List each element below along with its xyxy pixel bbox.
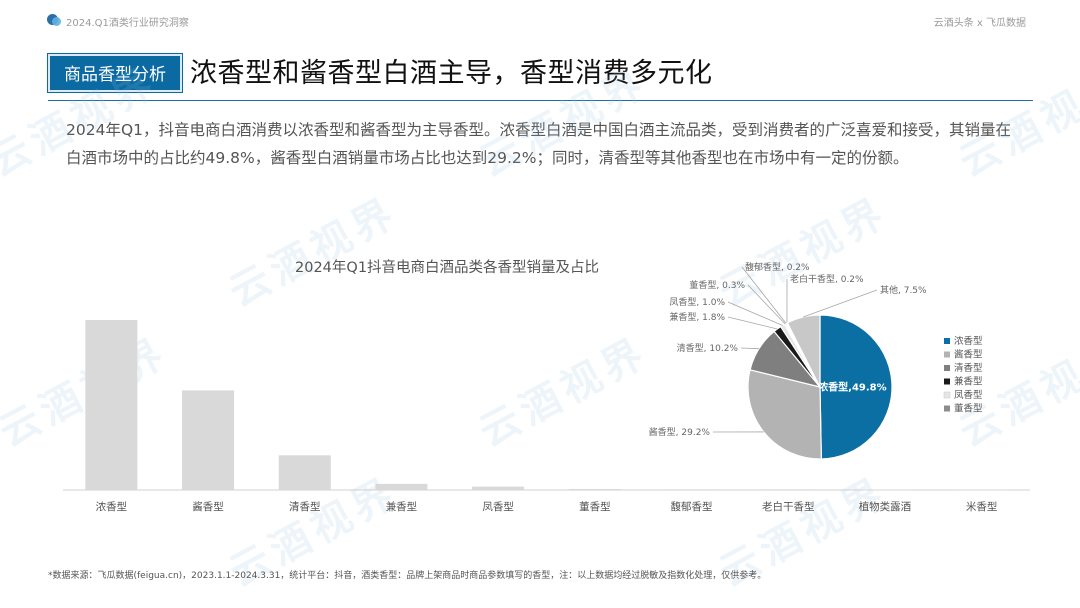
legend-label: 董香型 xyxy=(954,403,983,415)
x-tick-label: 兼香型 xyxy=(386,500,418,513)
bar xyxy=(762,489,815,490)
bar-chart: 浓香型 酱香型 清香型 兼香型 凤香型 董香型 馥郁香型 老白干香型 植物类露酒 米香型 xyxy=(63,320,1030,513)
bar xyxy=(85,320,138,490)
description-text: 2024年Q1，抖音电商白酒消费以浓香型和酱香型为主导香型。浓香型白酒是中国白酒… xyxy=(66,121,1012,167)
bar xyxy=(182,390,235,490)
legend-swatch xyxy=(944,365,950,371)
legend-label: 酱香型 xyxy=(954,349,983,361)
pie-data-label: 兼香型, 1.8% xyxy=(669,311,725,323)
bar xyxy=(858,489,911,491)
x-tick-label: 董香型 xyxy=(579,500,611,513)
bar xyxy=(472,486,525,490)
pie-slice xyxy=(819,314,893,460)
footnote: *数据来源：飞瓜数据(feigua.cn)，2023.1.1-2024.3.31… xyxy=(48,571,767,581)
bar xyxy=(278,455,331,490)
pie-data-label: 馥郁香型, 0.2% xyxy=(745,261,810,273)
pie-leader-line xyxy=(740,347,760,350)
legend-label: 凤香型 xyxy=(954,390,983,401)
x-tick-label: 浓香型 xyxy=(96,500,128,513)
pie-chart: 浓香型,49.8% 酱香型, 29.2% 清香型, 10.2% 兼香型, 1.8% 凤香… xyxy=(649,261,927,460)
pie-data-label: 清香型, 10.2% xyxy=(677,342,739,354)
x-tick-label: 清香型 xyxy=(289,500,321,513)
pie-slice xyxy=(786,314,821,388)
x-tick-label: 酱香型 xyxy=(192,500,224,513)
x-tick-label: 老白干香型 xyxy=(762,500,815,513)
pie-data-label: 浓香型,49.8% xyxy=(818,381,887,394)
pie-leader-line xyxy=(803,289,878,318)
logo-icon xyxy=(47,14,61,28)
bar xyxy=(665,489,718,490)
pie-data-label: 老白干香型, 0.2% xyxy=(790,273,864,285)
header-bar: 2024.Q1酒类行业研究洞察 云酒头条 x 飞瓜数据 xyxy=(0,0,1080,40)
pie-leader-line xyxy=(727,301,783,326)
bar xyxy=(955,489,1008,491)
pie-data-label: 董香型, 0.3% xyxy=(689,279,745,291)
section-tag: 商品香型分析 xyxy=(47,53,183,93)
report-title: 2024.Q1酒类行业研究洞察 xyxy=(66,18,189,29)
x-tick-label: 凤香型 xyxy=(482,500,514,513)
brand-label: 云酒头条 x 飞瓜数据 xyxy=(933,18,1026,29)
pie-data-label: 其他, 7.5% xyxy=(880,284,927,296)
x-tick-label: 植物类露酒 xyxy=(859,500,912,513)
x-tick-label: 米香型 xyxy=(966,500,998,513)
pie-leader-line xyxy=(747,284,786,325)
legend-label: 兼香型 xyxy=(954,376,983,388)
page-title: 浓香型和酱香型白酒主导，香型消费多元化 xyxy=(190,58,713,89)
legend-swatch xyxy=(944,405,950,412)
legend-swatch xyxy=(944,378,950,385)
x-tick-label: 馥郁香型 xyxy=(671,500,713,513)
legend-label: 浓香型 xyxy=(954,335,983,347)
legend-label: 清香型 xyxy=(954,362,983,374)
chart-title: 2024年Q1抖音电商白酒品类各香型销量及占比 xyxy=(295,260,600,276)
legend-swatch xyxy=(944,351,950,358)
pie-data-label: 酱香型, 29.2% xyxy=(649,426,711,438)
bar xyxy=(375,483,428,490)
pie-leader-line xyxy=(727,316,778,330)
pie-leader-line xyxy=(741,266,787,324)
bar xyxy=(568,488,621,490)
pie-slice xyxy=(747,369,822,460)
title-divider xyxy=(48,100,1033,101)
pie-data-label: 凤香型, 1.0% xyxy=(669,297,725,308)
chart: 浓香型 酱香型 清香型 兼香型 凤香型 董香型 馥郁香型 老白干香型 植物类露酒 米香型 浓香型,… xyxy=(63,261,1030,513)
legend-swatch xyxy=(944,338,950,344)
legend-swatch xyxy=(943,391,951,399)
